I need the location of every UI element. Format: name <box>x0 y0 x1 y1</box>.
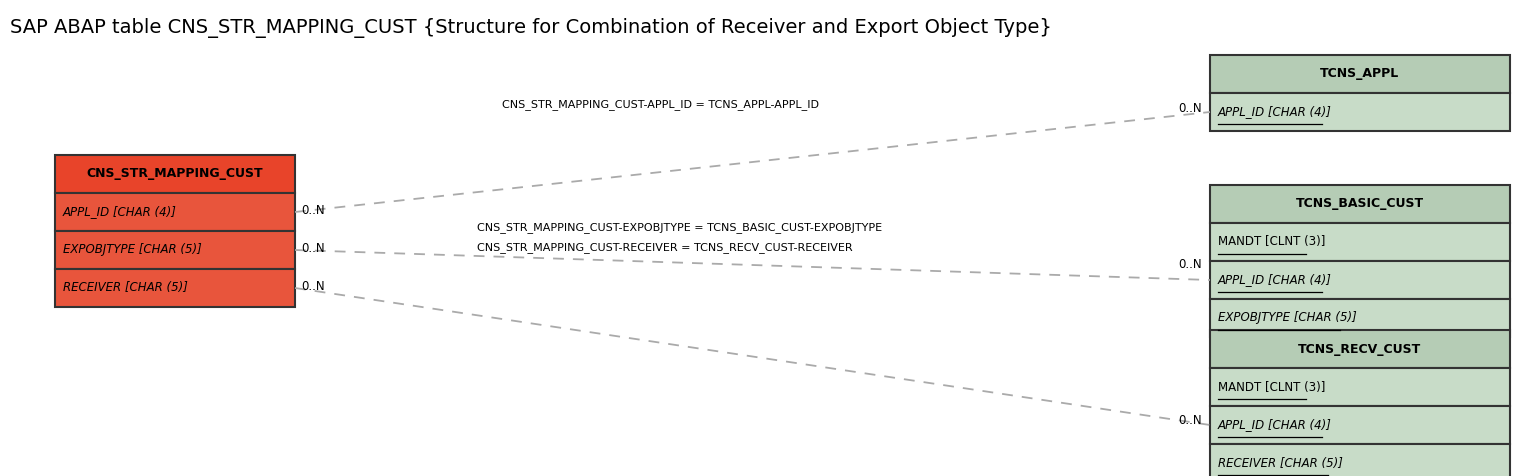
Text: TCNS_APPL: TCNS_APPL <box>1320 68 1399 80</box>
Text: 0..N: 0..N <box>1179 258 1202 271</box>
Bar <box>1211 368 1510 406</box>
Text: RECEIVER [CHAR (5)]: RECEIVER [CHAR (5)] <box>62 281 188 295</box>
Text: APPL_ID [CHAR (4)]: APPL_ID [CHAR (4)] <box>1218 106 1332 119</box>
Text: APPL_ID [CHAR (4)]: APPL_ID [CHAR (4)] <box>1218 418 1332 432</box>
Text: APPL_ID [CHAR (4)]: APPL_ID [CHAR (4)] <box>1218 274 1332 287</box>
Text: CNS_STR_MAPPING_CUST-RECEIVER = TCNS_RECV_CUST-RECEIVER: CNS_STR_MAPPING_CUST-RECEIVER = TCNS_REC… <box>477 243 852 253</box>
Text: EXPOBJTYPE [CHAR (5)]: EXPOBJTYPE [CHAR (5)] <box>1218 311 1356 325</box>
Bar <box>1211 261 1510 299</box>
Bar <box>1211 93 1510 131</box>
Bar <box>55 155 295 193</box>
Text: 0..N: 0..N <box>1179 415 1202 427</box>
Text: SAP ABAP table CNS_STR_MAPPING_CUST {Structure for Combination of Receiver and E: SAP ABAP table CNS_STR_MAPPING_CUST {Str… <box>11 18 1051 38</box>
Text: 0..N: 0..N <box>301 279 325 292</box>
Text: CNS_STR_MAPPING_CUST: CNS_STR_MAPPING_CUST <box>87 168 263 180</box>
Bar <box>1211 185 1510 223</box>
Text: RECEIVER [CHAR (5)]: RECEIVER [CHAR (5)] <box>1218 456 1343 469</box>
Bar <box>55 231 295 269</box>
Text: APPL_ID [CHAR (4)]: APPL_ID [CHAR (4)] <box>62 206 176 218</box>
Text: MANDT [CLNT (3)]: MANDT [CLNT (3)] <box>1218 380 1326 394</box>
Text: MANDT [CLNT (3)]: MANDT [CLNT (3)] <box>1218 236 1326 248</box>
Bar <box>55 269 295 307</box>
Text: 0..N: 0..N <box>1179 101 1202 115</box>
Bar <box>1211 223 1510 261</box>
Bar <box>55 193 295 231</box>
Bar <box>1211 299 1510 337</box>
Text: TCNS_RECV_CUST: TCNS_RECV_CUST <box>1299 343 1422 356</box>
Bar <box>1211 406 1510 444</box>
Text: 0..N: 0..N <box>301 204 325 217</box>
Text: CNS_STR_MAPPING_CUST-EXPOBJTYPE = TCNS_BASIC_CUST-EXPOBJTYPE: CNS_STR_MAPPING_CUST-EXPOBJTYPE = TCNS_B… <box>477 223 883 233</box>
Bar <box>1211 330 1510 368</box>
Text: TCNS_BASIC_CUST: TCNS_BASIC_CUST <box>1296 198 1425 210</box>
Text: CNS_STR_MAPPING_CUST-APPL_ID = TCNS_APPL-APPL_ID: CNS_STR_MAPPING_CUST-APPL_ID = TCNS_APPL… <box>501 99 819 110</box>
Bar <box>1211 55 1510 93</box>
Bar <box>1211 444 1510 476</box>
Text: 0..N: 0..N <box>301 241 325 255</box>
Text: EXPOBJTYPE [CHAR (5)]: EXPOBJTYPE [CHAR (5)] <box>62 244 202 257</box>
